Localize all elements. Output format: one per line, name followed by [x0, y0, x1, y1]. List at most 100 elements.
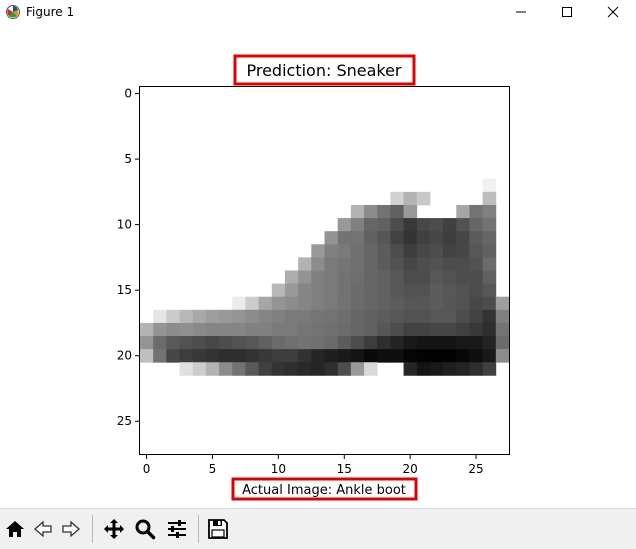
- image-pixel: [337, 349, 352, 363]
- image-pixel: [192, 309, 207, 324]
- image-pixel: [232, 322, 246, 337]
- y-tick-label: 0: [124, 87, 132, 101]
- pan-button[interactable]: [101, 515, 127, 543]
- image-pixel: [245, 362, 260, 376]
- image-pixel: [429, 309, 444, 324]
- y-tick-label: 25: [117, 414, 132, 428]
- back-button[interactable]: [30, 515, 56, 543]
- image-pixel: [324, 231, 339, 245]
- image-pixel: [311, 244, 325, 258]
- image-pixel: [495, 296, 510, 311]
- image-pixel: [469, 322, 484, 337]
- image-pixel: [324, 322, 339, 337]
- image-pixel: [443, 296, 457, 311]
- minimize-button[interactable]: [498, 0, 544, 24]
- image-pixel: [443, 349, 457, 363]
- image-pixel: [179, 309, 194, 324]
- home-icon: [6, 521, 24, 537]
- image-pixel: [469, 349, 484, 363]
- image-pixel: [469, 244, 484, 258]
- image-pixel: [364, 362, 378, 376]
- image-pixel: [443, 309, 457, 324]
- image-pixel: [377, 309, 391, 324]
- image-pixel: [245, 336, 260, 350]
- image-pixel: [403, 204, 418, 219]
- image-pixel: [311, 283, 325, 298]
- image-pixel: [298, 362, 312, 376]
- image-pixel: [324, 336, 339, 350]
- image-pixel: [390, 322, 404, 337]
- subplots-button[interactable]: [164, 515, 190, 543]
- image-pixel: [219, 362, 233, 376]
- close-button[interactable]: [590, 0, 636, 24]
- image-pixel: [403, 191, 418, 206]
- image-pixel: [219, 309, 233, 324]
- image-pixel: [140, 322, 154, 337]
- image-pixel: [271, 362, 286, 376]
- x-tick-label: 10: [271, 462, 286, 476]
- image-pixel: [364, 231, 378, 245]
- image-pixel: [324, 283, 339, 298]
- image-pixel: [271, 283, 286, 298]
- image-pixel: [469, 257, 484, 271]
- save-button[interactable]: [205, 515, 231, 543]
- image-pixel: [429, 322, 444, 337]
- image-pixel: [403, 257, 418, 271]
- image-pixel: [245, 322, 260, 337]
- image-pixel: [179, 336, 194, 350]
- image-pixel: [271, 336, 286, 350]
- axes-frame: [139, 86, 510, 455]
- image-pixel: [482, 257, 497, 271]
- image-pixel: [258, 309, 273, 324]
- title-bar: Figure 1: [0, 0, 636, 24]
- maximize-button[interactable]: [544, 0, 590, 24]
- image-pixel: [192, 349, 207, 363]
- image-pixel: [377, 336, 391, 350]
- image-pixel: [311, 270, 325, 285]
- image-pixel: [495, 322, 510, 337]
- figure-canvas[interactable]: 0 5 10 15 20 25 0 5 10 15 20 25 Prediction: Sneake…: [0, 24, 636, 506]
- image-pixel: [350, 257, 365, 271]
- image-pixel: [179, 362, 194, 376]
- image-pixel: [416, 218, 431, 232]
- image-pixel: [390, 336, 404, 350]
- zoom-button[interactable]: [132, 515, 158, 543]
- image-pixel: [377, 296, 391, 311]
- image-pixel: [456, 296, 470, 311]
- minimize-icon: [516, 11, 526, 13]
- image-pixel: [311, 309, 325, 324]
- image-pixel: [298, 309, 312, 324]
- image-pixel: [284, 296, 299, 311]
- image-pixel: [284, 362, 299, 376]
- forward-button[interactable]: [58, 515, 84, 543]
- image-pixel: [456, 336, 470, 350]
- image-pixel: [232, 349, 246, 363]
- image-pixel: [166, 349, 180, 363]
- image-pixel: [390, 231, 404, 245]
- image-pixel: [258, 362, 273, 376]
- image-pixel: [337, 362, 352, 376]
- image-pixel: [350, 309, 365, 324]
- image-pixel: [377, 218, 391, 232]
- image-pixel: [232, 309, 246, 324]
- image-pixel: [311, 322, 325, 337]
- image-pixels: [140, 178, 510, 376]
- y-tick-label: 5: [124, 152, 132, 166]
- image-pixel: [298, 257, 312, 271]
- image-pixel: [350, 270, 365, 285]
- x-tick-label: 5: [209, 462, 217, 476]
- image-pixel: [469, 309, 484, 324]
- home-button[interactable]: [2, 515, 28, 543]
- image-pixel: [377, 322, 391, 337]
- image-pixel: [469, 270, 484, 285]
- navigation-toolbar: [0, 508, 636, 549]
- image-pixel: [469, 296, 484, 311]
- image-pixel: [377, 257, 391, 271]
- image-pixel: [377, 204, 391, 219]
- image-pixel: [482, 218, 497, 232]
- image-pixel: [469, 336, 484, 350]
- image-pixel: [205, 349, 220, 363]
- x-tick-label: 20: [403, 462, 418, 476]
- image-pixel: [482, 309, 497, 324]
- image-pixel: [377, 349, 391, 363]
